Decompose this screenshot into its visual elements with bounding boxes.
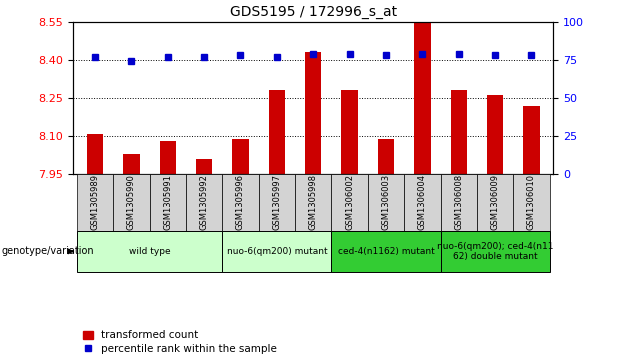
Bar bbox=[196, 159, 212, 174]
Text: GSM1305997: GSM1305997 bbox=[272, 174, 281, 231]
Bar bbox=[331, 231, 441, 272]
Text: GSM1306010: GSM1306010 bbox=[527, 174, 536, 231]
Bar bbox=[223, 231, 331, 272]
Text: GSM1306008: GSM1306008 bbox=[454, 174, 463, 231]
Bar bbox=[523, 106, 540, 174]
Bar bbox=[295, 174, 331, 231]
Bar bbox=[477, 174, 513, 231]
Text: GSM1306004: GSM1306004 bbox=[418, 174, 427, 231]
Bar bbox=[223, 174, 259, 231]
Text: GSM1305990: GSM1305990 bbox=[127, 175, 136, 230]
Bar bbox=[268, 90, 285, 174]
Bar bbox=[186, 174, 223, 231]
Text: GSM1306009: GSM1306009 bbox=[490, 174, 500, 231]
Bar bbox=[77, 174, 113, 231]
Bar bbox=[368, 174, 404, 231]
Bar bbox=[450, 90, 467, 174]
Bar bbox=[259, 174, 295, 231]
Bar bbox=[123, 154, 139, 174]
Text: GSM1305998: GSM1305998 bbox=[308, 174, 318, 231]
Bar bbox=[414, 22, 431, 174]
Text: nuo-6(qm200); ced-4(n11
62) double mutant: nuo-6(qm200); ced-4(n11 62) double mutan… bbox=[437, 242, 553, 261]
Text: genotype/variation: genotype/variation bbox=[1, 246, 94, 256]
Bar bbox=[441, 231, 550, 272]
Text: nuo-6(qm200) mutant: nuo-6(qm200) mutant bbox=[226, 247, 327, 256]
Text: GSM1306002: GSM1306002 bbox=[345, 174, 354, 231]
Text: GSM1305989: GSM1305989 bbox=[90, 174, 99, 231]
Bar bbox=[113, 174, 149, 231]
Bar bbox=[77, 231, 223, 272]
Bar bbox=[232, 139, 249, 174]
Text: wild type: wild type bbox=[128, 247, 170, 256]
Bar bbox=[487, 95, 503, 174]
Title: GDS5195 / 172996_s_at: GDS5195 / 172996_s_at bbox=[230, 5, 397, 19]
Bar bbox=[331, 174, 368, 231]
Bar bbox=[305, 52, 321, 174]
Bar bbox=[441, 174, 477, 231]
Bar bbox=[342, 90, 358, 174]
Bar bbox=[149, 174, 186, 231]
Bar bbox=[513, 174, 550, 231]
Text: GSM1306003: GSM1306003 bbox=[382, 174, 391, 231]
Legend: transformed count, percentile rank within the sample: transformed count, percentile rank withi… bbox=[78, 326, 281, 358]
Text: GSM1305996: GSM1305996 bbox=[236, 174, 245, 231]
Text: ced-4(n1162) mutant: ced-4(n1162) mutant bbox=[338, 247, 434, 256]
Text: GSM1305991: GSM1305991 bbox=[163, 175, 172, 230]
Text: GSM1305992: GSM1305992 bbox=[200, 175, 209, 230]
Bar bbox=[404, 174, 441, 231]
Bar bbox=[86, 134, 103, 174]
Bar bbox=[378, 139, 394, 174]
Bar bbox=[160, 141, 176, 174]
